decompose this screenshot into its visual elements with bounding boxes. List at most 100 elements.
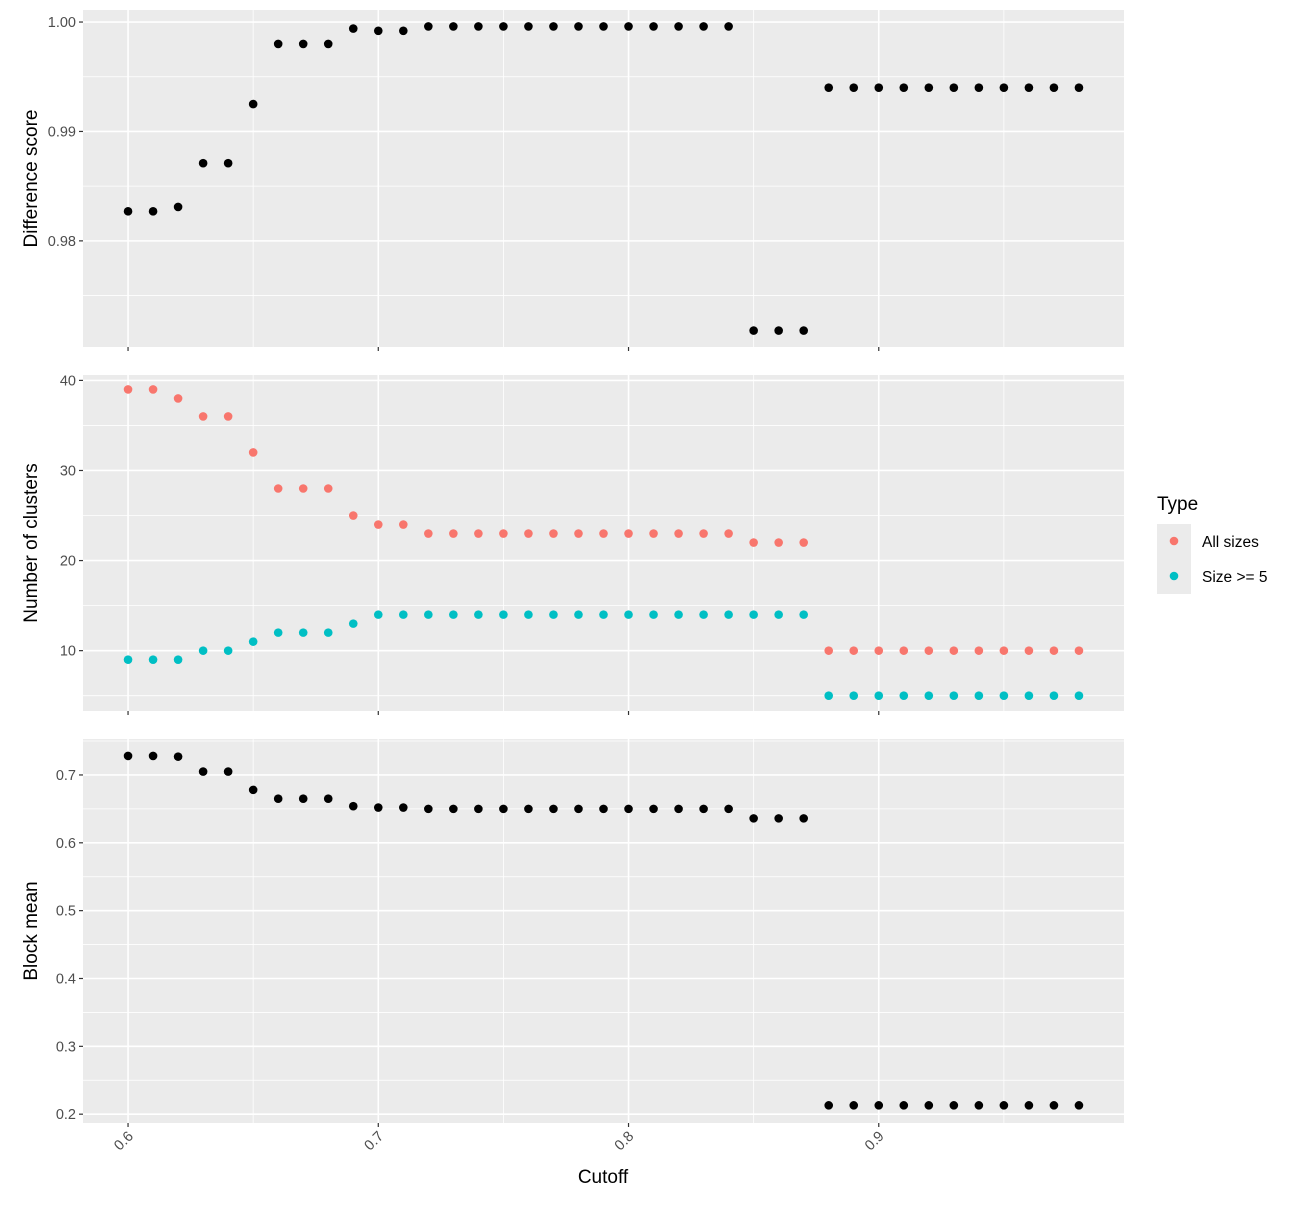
- data-point: [248, 99, 258, 109]
- y-tick-label: 0.99: [48, 124, 76, 140]
- data-point: [148, 385, 158, 394]
- data-point: [1074, 646, 1084, 655]
- data-point: [774, 610, 783, 619]
- data-point: [749, 814, 758, 823]
- data-point: [824, 691, 834, 700]
- y-tick-label: 10: [60, 644, 76, 660]
- data-point: [899, 1101, 909, 1110]
- x-axis-title: Cutoff: [578, 1167, 629, 1188]
- data-point: [824, 83, 834, 92]
- data-point: [173, 202, 183, 212]
- data-point: [624, 22, 633, 31]
- data-point: [999, 83, 1009, 92]
- panel-background: [83, 375, 1124, 711]
- data-point: [524, 22, 533, 31]
- data-point: [949, 691, 959, 700]
- data-point: [524, 529, 533, 538]
- data-point: [499, 610, 508, 619]
- data-point: [248, 448, 258, 457]
- data-point: [649, 529, 658, 538]
- data-point: [799, 326, 808, 335]
- legend-key: [1169, 571, 1179, 581]
- data-point: [599, 804, 608, 814]
- data-point: [1049, 646, 1059, 655]
- y-tick-label: 0.98: [48, 234, 76, 250]
- data-point: [724, 610, 733, 619]
- y-axis-title: Difference score: [21, 110, 42, 248]
- data-point: [574, 529, 583, 538]
- data-point: [549, 22, 558, 31]
- data-point: [248, 637, 258, 646]
- data-point: [1074, 83, 1084, 92]
- data-point: [123, 207, 133, 216]
- y-tick-label: 30: [60, 463, 76, 479]
- data-point: [724, 22, 733, 31]
- data-point: [574, 22, 583, 31]
- data-point: [474, 529, 483, 538]
- data-point: [749, 538, 758, 547]
- y-axis-title: Block mean: [21, 881, 42, 980]
- data-point: [974, 83, 984, 92]
- series-2: [123, 610, 1084, 700]
- data-point: [273, 794, 283, 804]
- data-point: [874, 646, 884, 655]
- data-point: [399, 803, 408, 812]
- data-point: [649, 610, 658, 619]
- legend-key-background: [1157, 524, 1191, 594]
- data-point: [974, 646, 984, 655]
- data-point: [724, 529, 733, 538]
- data-point: [974, 691, 984, 700]
- data-point: [549, 804, 558, 814]
- y-tick-label: 40: [60, 373, 76, 389]
- data-point: [474, 610, 483, 619]
- data-point: [799, 610, 808, 619]
- x-tick-label: 0.7: [362, 1129, 388, 1155]
- data-point: [849, 83, 859, 92]
- y-tick-label: 0.6: [56, 836, 76, 852]
- data-point: [699, 610, 708, 619]
- data-point: [449, 610, 458, 619]
- data-point: [273, 628, 283, 637]
- data-point: [148, 207, 158, 216]
- data-point: [674, 22, 683, 31]
- data-point: [1074, 691, 1084, 700]
- data-point: [549, 610, 558, 619]
- data-point: [173, 752, 183, 761]
- data-point: [999, 691, 1009, 700]
- series-1: [123, 751, 1084, 1110]
- data-point: [298, 484, 308, 493]
- data-point: [323, 39, 333, 49]
- data-point: [223, 412, 233, 421]
- data-point: [424, 22, 433, 31]
- data-point: [624, 610, 633, 619]
- data-point: [449, 22, 458, 31]
- data-point: [774, 326, 783, 335]
- data-point: [899, 646, 909, 655]
- y-tick-label: 1.00: [48, 15, 76, 31]
- data-point: [424, 804, 433, 814]
- y-tick-label: 20: [60, 554, 76, 570]
- data-point: [348, 801, 358, 811]
- data-point: [874, 1101, 884, 1110]
- data-point: [298, 794, 308, 804]
- x-tick-label: 0.8: [612, 1129, 638, 1155]
- data-point: [849, 646, 859, 655]
- data-point: [198, 767, 208, 776]
- data-point: [624, 804, 633, 814]
- data-point: [373, 610, 383, 619]
- data-point: [649, 22, 658, 31]
- data-point: [499, 804, 508, 814]
- data-point: [323, 794, 333, 804]
- data-point: [223, 767, 233, 776]
- data-point: [1024, 691, 1034, 700]
- legend-label: All sizes: [1202, 534, 1259, 551]
- data-point: [824, 646, 834, 655]
- data-point: [999, 1101, 1009, 1110]
- data-point: [248, 785, 258, 795]
- data-point: [399, 520, 408, 529]
- data-point: [624, 529, 633, 538]
- data-point: [599, 22, 608, 31]
- y-tick-label: 0.2: [56, 1107, 76, 1123]
